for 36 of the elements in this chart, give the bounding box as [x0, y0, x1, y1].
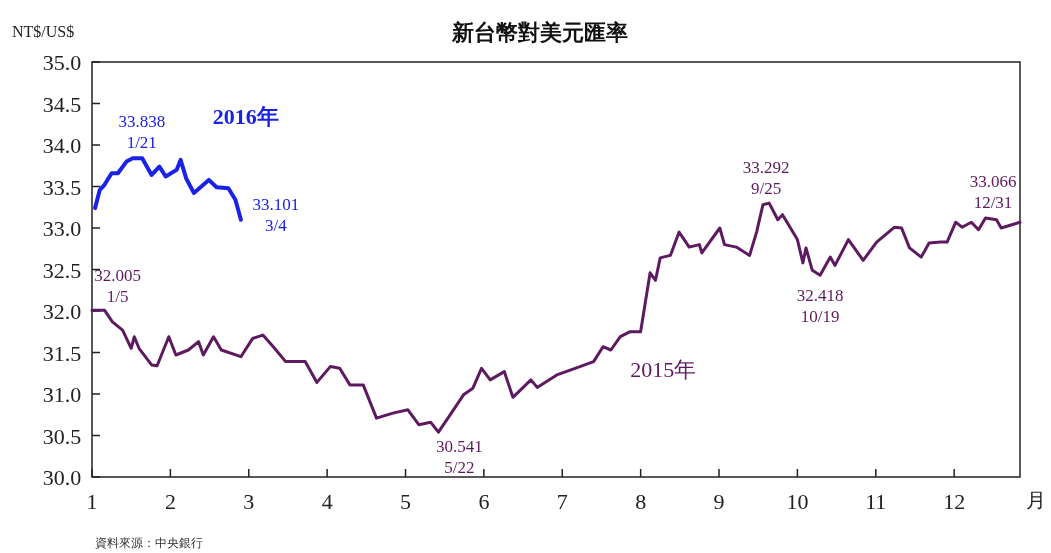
y-tick-label: 30.0: [42, 465, 82, 490]
annotation: 30.541 5/22: [436, 437, 483, 478]
y-tick-label: 31.5: [42, 340, 82, 366]
chart-title: 新台幣對美元匯率: [451, 20, 628, 45]
x-tick-label: 3: [243, 489, 255, 514]
annotation: 33.066 12/31: [969, 171, 1017, 212]
x-tick-label: 8: [635, 489, 647, 514]
y-tick-label: 33.0: [42, 216, 82, 241]
x-tick-label: 2: [164, 489, 176, 514]
y-tick-label: 32.5: [42, 257, 82, 283]
y-tick-label: 33.5: [42, 174, 82, 200]
annotation: 33.101 3/4: [252, 194, 300, 235]
y-tick-label: 34.0: [42, 133, 82, 158]
x-tick-label: 1: [86, 489, 98, 514]
annotation: 32.005 1/5: [94, 265, 141, 306]
source-note: 資料來源：中央銀行: [95, 536, 203, 550]
x-tick-label: 10: [786, 489, 809, 514]
text: 2016年: [212, 104, 279, 130]
annotation: 32.418 10/19: [796, 286, 844, 327]
x-tick-label: 12: [943, 489, 966, 514]
x-tick-label: 7: [556, 489, 568, 514]
x-tick-label: 5: [400, 489, 412, 514]
y-tick-label: 30.5: [42, 423, 82, 449]
y-tick-label: 35.0: [42, 50, 82, 75]
series-label: 2015年: [630, 357, 697, 383]
y-tick-label: 32.0: [42, 299, 82, 324]
x-axis-title: 月: [1026, 489, 1046, 511]
y-axis-title: NT$/US$: [12, 23, 75, 40]
x-tick-label: 9: [713, 489, 725, 514]
x-tick-label: 4: [321, 489, 333, 514]
x-tick-label: 11: [865, 489, 887, 514]
x-tick-label: 6: [478, 489, 490, 514]
annotation: 33.292 9/25: [742, 157, 790, 198]
annotation: 33.838 1/21: [118, 112, 166, 153]
y-tick-label: 34.5: [42, 91, 82, 117]
y-tick-label: 31.0: [42, 382, 82, 407]
